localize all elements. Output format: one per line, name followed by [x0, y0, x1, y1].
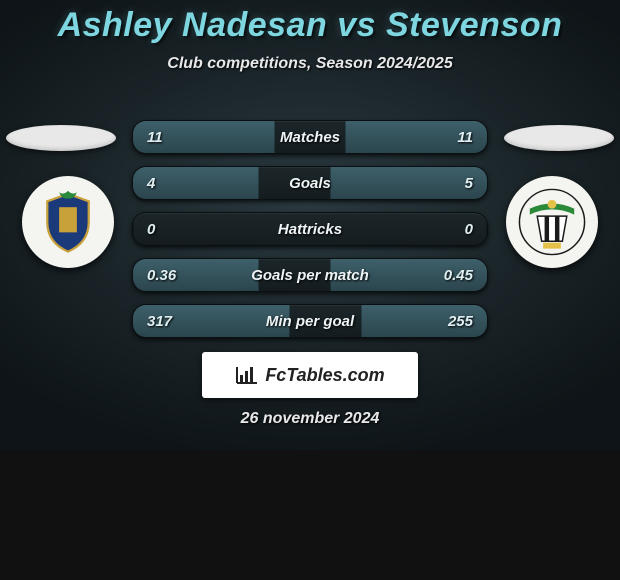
stat-fill-left: [133, 167, 259, 199]
stat-fill-left: [133, 305, 290, 337]
stat-bar: 1111Matches: [132, 120, 488, 154]
stat-fill-right: [330, 167, 487, 199]
stat-fill-right: [330, 259, 487, 291]
stat-bar: 45Goals: [132, 166, 488, 200]
shield-icon: [31, 185, 105, 259]
club-crest-left: [22, 176, 114, 268]
subtitle: Club competitions, Season 2024/2025: [0, 55, 620, 73]
brand-badge[interactable]: FcTables.com: [202, 352, 418, 398]
stat-fill-right: [486, 213, 487, 245]
stat-fill-right: [361, 305, 487, 337]
shield-icon: [515, 185, 589, 259]
stat-bar: 0.360.45Goals per match: [132, 258, 488, 292]
stat-fill-right: [345, 121, 487, 153]
page-title: Ashley Nadesan vs Stevenson: [0, 0, 620, 45]
brand-text: FcTables.com: [265, 365, 384, 386]
stat-value-left: 0: [147, 213, 155, 245]
stat-label: Hattricks: [133, 213, 487, 245]
stat-value-right: 0: [465, 213, 473, 245]
comparison-card: Ashley Nadesan vs Stevenson Club competi…: [0, 0, 620, 450]
stat-bar: 0 0Hattricks: [132, 212, 488, 246]
player-platform-right: [504, 125, 614, 151]
stat-fill-left: [133, 213, 134, 245]
player-platform-left: [6, 125, 116, 151]
date-text: 26 november 2024: [0, 410, 620, 428]
stat-bar: 317255Min per goal: [132, 304, 488, 338]
stat-fill-left: [133, 259, 259, 291]
stat-fill-left: [133, 121, 275, 153]
chart-icon: [235, 365, 259, 385]
stat-bars: 1111Matches 45Goals 0 0Hattricks 0.360.45Goa…: [132, 120, 488, 350]
club-crest-right: [506, 176, 598, 268]
